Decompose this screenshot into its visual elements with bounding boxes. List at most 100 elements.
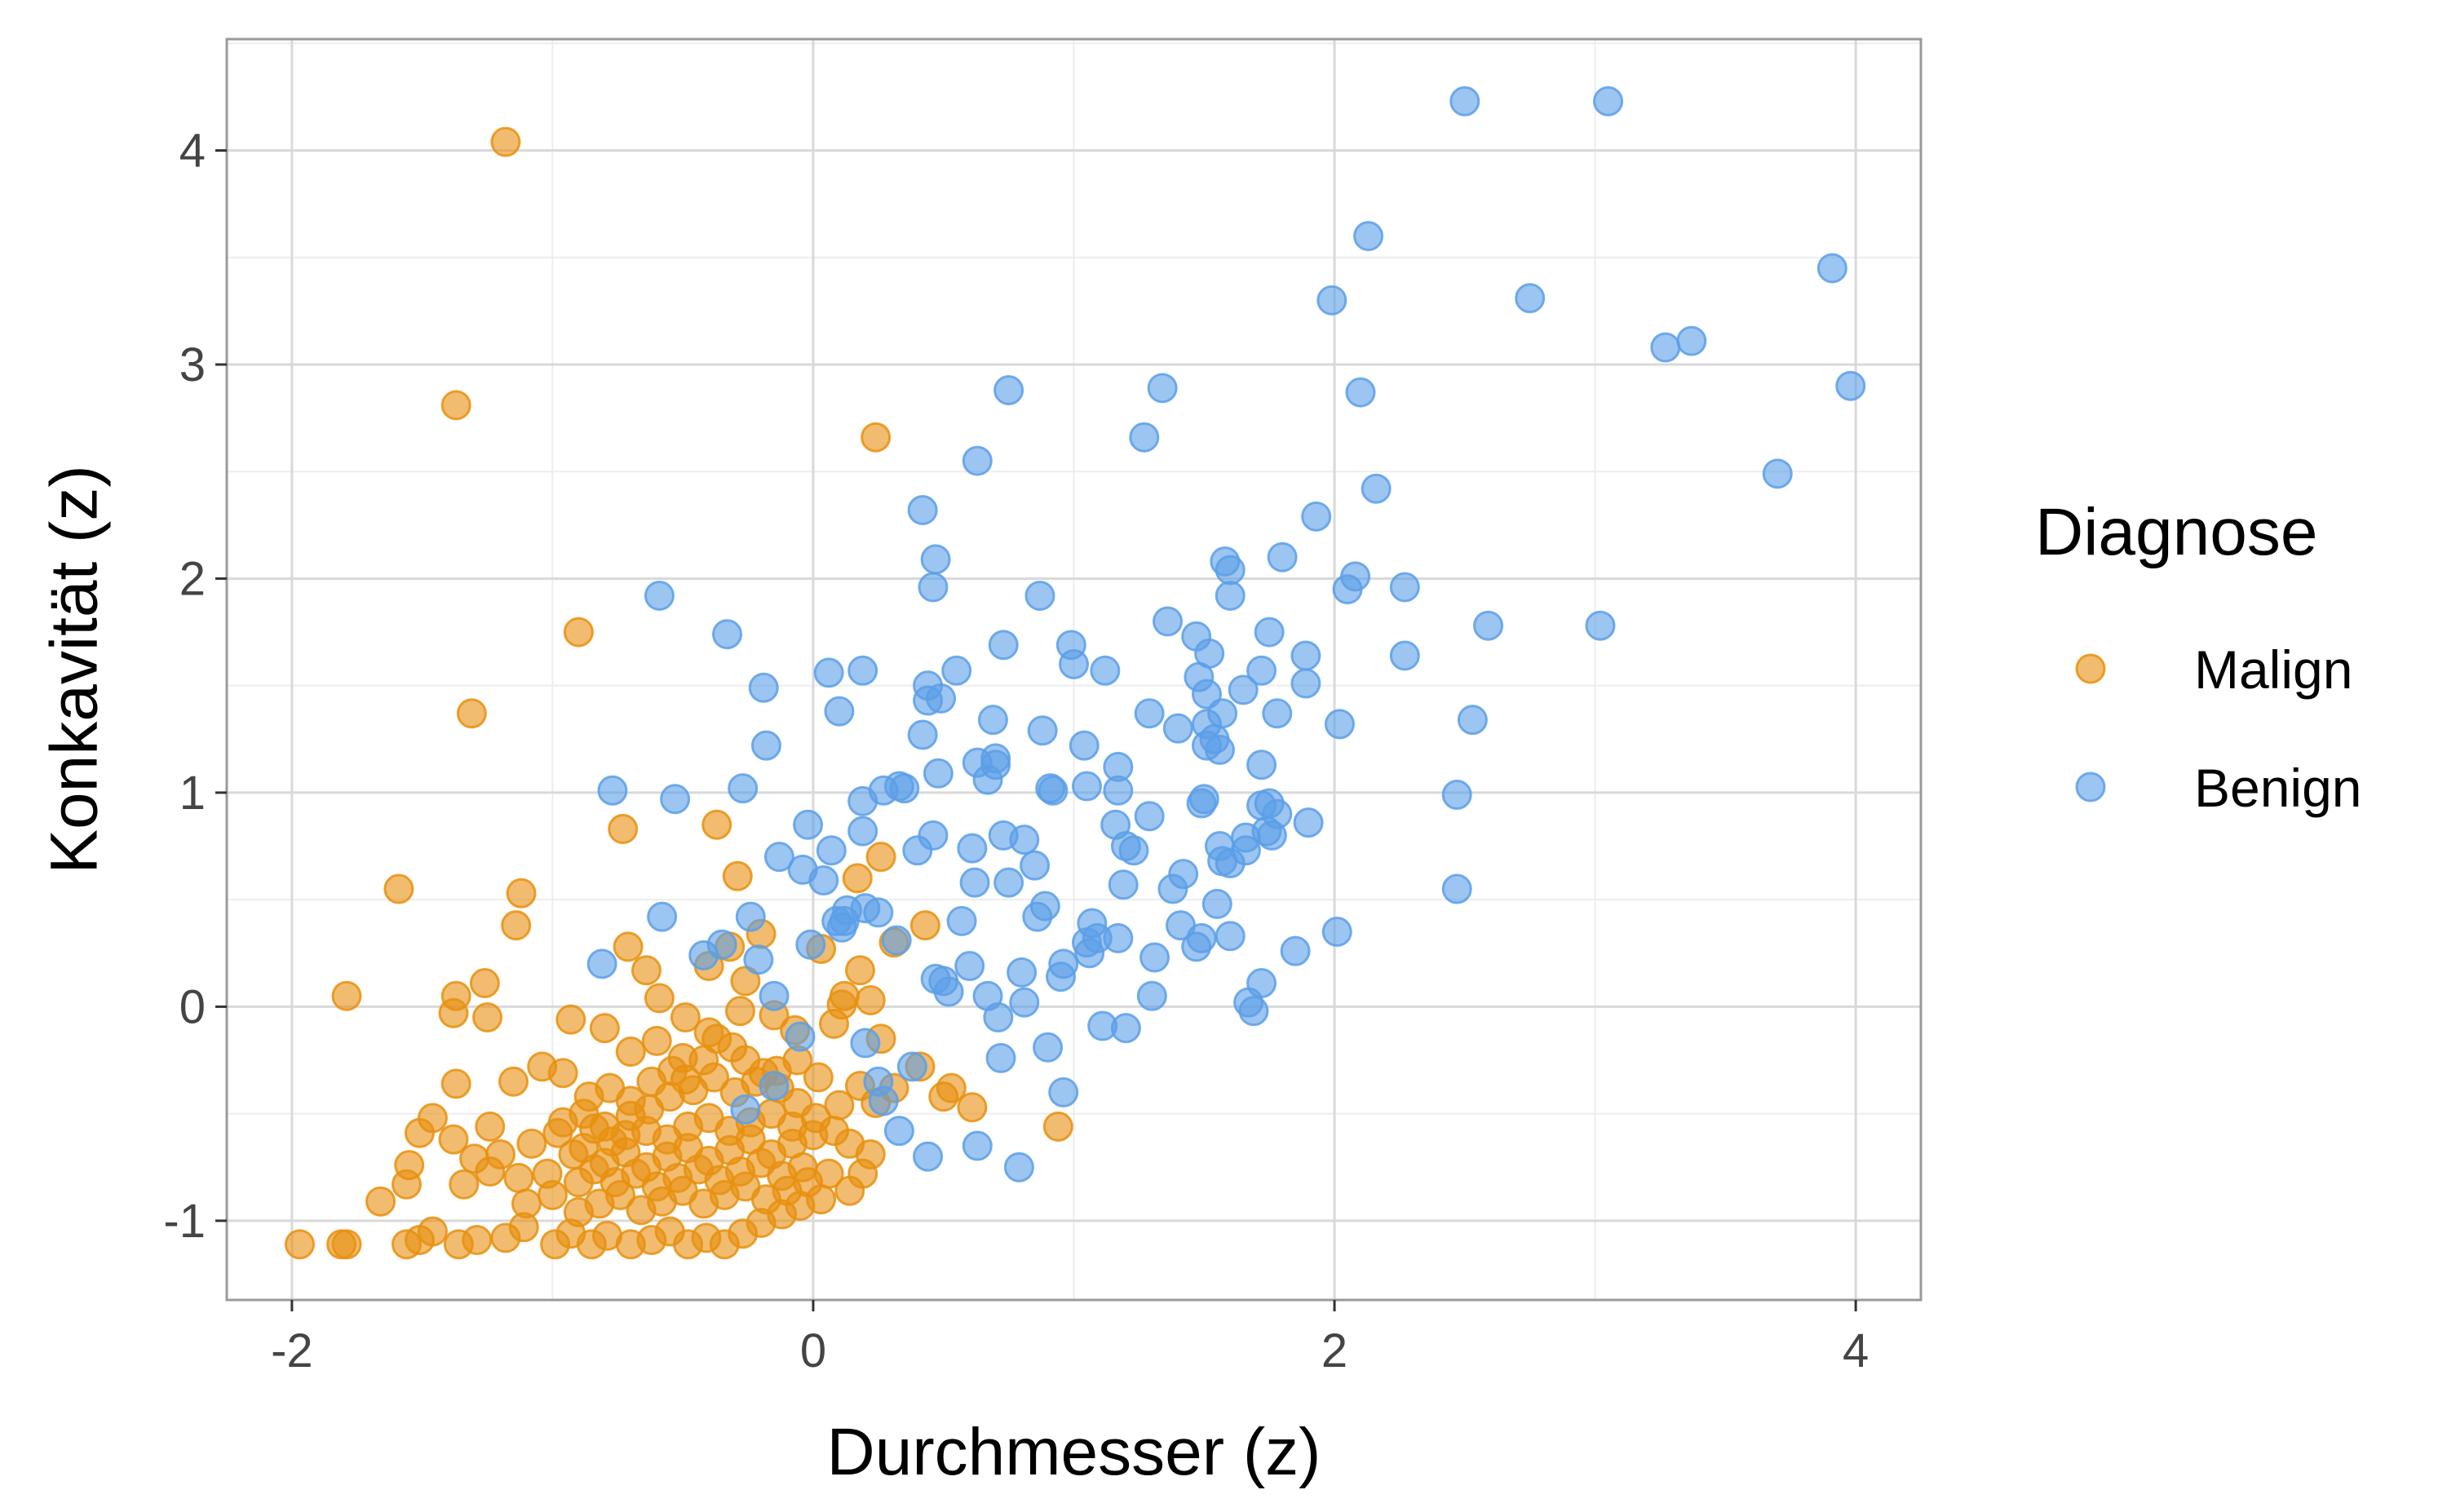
point-malign xyxy=(957,1092,988,1123)
point-benign xyxy=(826,912,857,943)
point-malign xyxy=(613,931,644,962)
point-malign xyxy=(670,1002,701,1033)
legend-key-malign xyxy=(2075,653,2106,684)
point-malign xyxy=(865,842,896,873)
point-benign xyxy=(1103,775,1134,806)
point-benign xyxy=(1290,668,1321,699)
y-axis-title: Konkavität (z) xyxy=(38,465,112,873)
point-benign xyxy=(795,929,826,960)
point-benign xyxy=(688,939,719,970)
point-benign xyxy=(847,655,878,686)
point-benign xyxy=(920,544,951,575)
point-malign xyxy=(440,390,471,421)
point-benign xyxy=(1324,709,1355,740)
point-benign xyxy=(1585,610,1616,641)
point-benign xyxy=(1162,713,1193,744)
y-tick-label: 1 xyxy=(179,767,206,820)
point-benign xyxy=(988,630,1019,661)
point-benign xyxy=(1262,698,1293,729)
y-tick-label: 2 xyxy=(179,552,206,605)
point-benign xyxy=(1129,422,1160,453)
point-benign xyxy=(813,657,844,688)
point-malign xyxy=(365,1186,396,1217)
point-malign xyxy=(475,1111,506,1142)
point-benign xyxy=(1090,655,1121,686)
point-malign xyxy=(462,1225,493,1256)
point-malign xyxy=(777,1111,808,1142)
point-malign xyxy=(724,996,755,1027)
point-benign xyxy=(1293,807,1324,838)
point-malign xyxy=(1042,1111,1073,1142)
point-malign xyxy=(547,1058,578,1089)
point-benign xyxy=(1157,873,1188,904)
point-malign xyxy=(490,126,521,157)
point-malign xyxy=(803,1062,834,1093)
point-malign xyxy=(438,997,469,1028)
y-tick-label: 0 xyxy=(179,980,206,1033)
point-benign xyxy=(1048,1077,1079,1107)
point-malign xyxy=(909,910,940,941)
x-tick-label: -2 xyxy=(271,1324,313,1377)
point-benign xyxy=(1059,648,1089,679)
point-benign xyxy=(1515,283,1546,314)
point-benign xyxy=(1215,921,1246,952)
point-benign xyxy=(759,980,790,1011)
point-benign xyxy=(1046,962,1077,993)
point-benign xyxy=(1038,775,1069,806)
point-benign xyxy=(907,494,938,525)
point-benign xyxy=(1215,848,1246,879)
point-malign xyxy=(555,1004,586,1035)
point-malign xyxy=(438,1124,469,1155)
point-malign xyxy=(503,1162,534,1193)
point-malign xyxy=(824,1090,855,1121)
point-benign xyxy=(1389,572,1420,603)
point-benign xyxy=(1020,850,1051,881)
x-axis-ticks: -2 0 2 4 xyxy=(271,1300,1869,1377)
point-benign xyxy=(847,785,878,816)
point-benign xyxy=(1215,555,1246,586)
point-benign xyxy=(1009,987,1040,1018)
point-benign xyxy=(993,374,1024,405)
point-benign xyxy=(647,901,678,932)
point-malign xyxy=(844,955,875,986)
point-benign xyxy=(1134,801,1165,832)
point-benign xyxy=(763,842,794,873)
point-benign xyxy=(1033,1032,1064,1063)
point-malign xyxy=(501,910,532,941)
point-malign xyxy=(722,860,753,891)
point-benign xyxy=(1007,957,1038,988)
point-benign xyxy=(586,948,617,979)
point-benign xyxy=(1316,285,1347,316)
y-axis-ticks: -1 0 1 2 3 4 xyxy=(163,124,227,1248)
point-benign xyxy=(660,784,691,815)
data-points xyxy=(284,86,1866,1260)
point-benign xyxy=(847,816,878,847)
point-benign xyxy=(923,758,954,789)
point-benign xyxy=(941,655,972,686)
point-benign xyxy=(959,867,990,898)
point-malign xyxy=(469,968,500,999)
point-benign xyxy=(863,897,894,928)
point-benign xyxy=(1118,835,1149,866)
point-malign xyxy=(608,814,639,845)
point-benign xyxy=(1027,715,1058,746)
point-malign xyxy=(472,1002,503,1033)
point-benign xyxy=(1353,220,1384,251)
point-malign xyxy=(842,863,873,894)
point-benign xyxy=(793,809,824,840)
point-benign xyxy=(1345,377,1376,408)
point-benign xyxy=(883,1116,914,1147)
point-benign xyxy=(1022,901,1053,932)
point-benign xyxy=(1441,780,1472,811)
plot-panel-border xyxy=(225,38,1923,1302)
point-malign xyxy=(589,1013,620,1044)
point-benign xyxy=(748,672,779,703)
point-benign xyxy=(962,1130,993,1161)
x-tick-label: 0 xyxy=(800,1324,826,1377)
point-benign xyxy=(913,685,944,716)
point-malign xyxy=(440,1068,471,1099)
point-benign xyxy=(902,835,933,866)
point-benign xyxy=(1441,873,1472,904)
point-benign xyxy=(1147,373,1178,404)
legend-key-benign xyxy=(2075,771,2106,802)
